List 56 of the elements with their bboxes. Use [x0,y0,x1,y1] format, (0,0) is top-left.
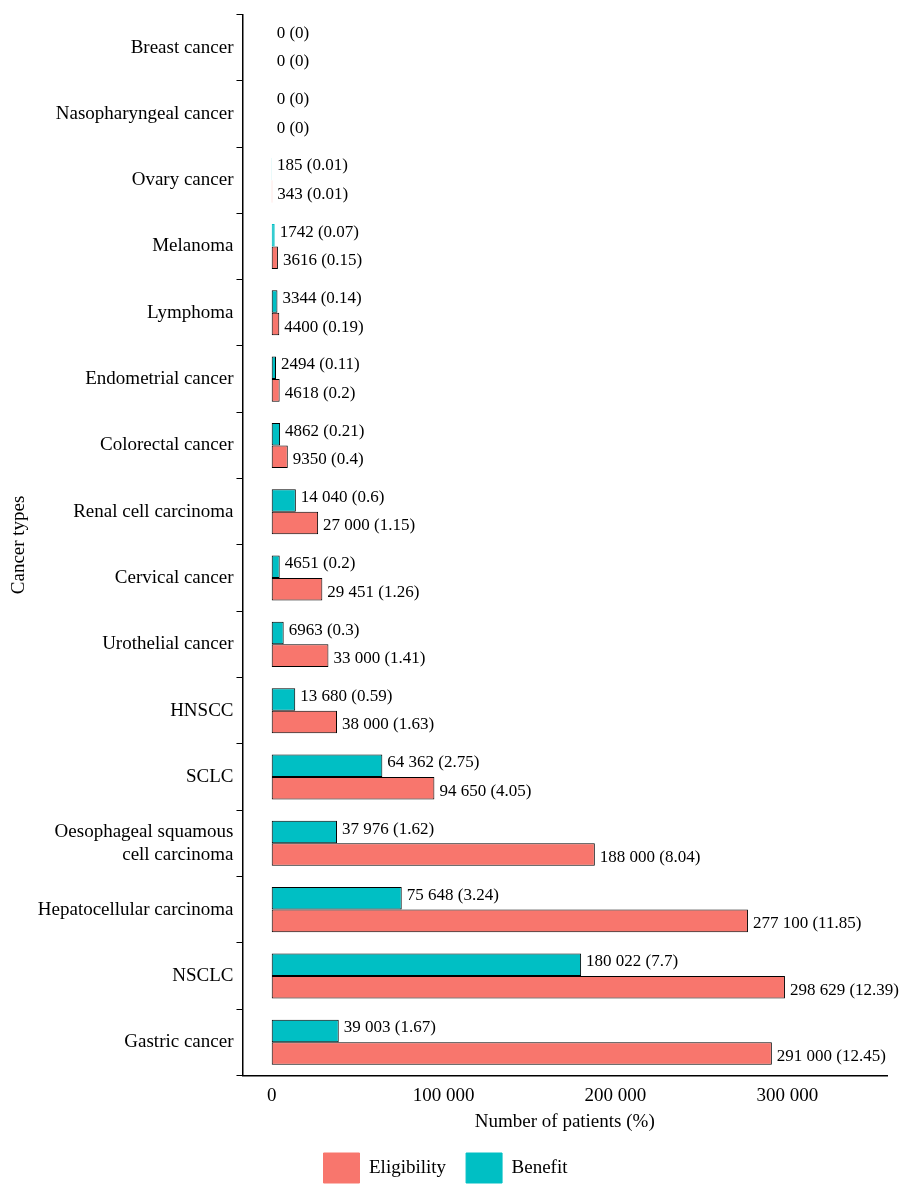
data-label: 2494 (0.11) [281,354,360,374]
data-label: 1742 (0.07) [279,221,360,241]
data-label: 33 000 (1.41) [333,648,426,668]
data-label: 0 (0) [276,22,310,42]
x-tick-label: 200 000 [584,1083,647,1105]
data-label: 291 000 (12.45) [776,1045,886,1065]
legend-label: Eligibility [369,1155,447,1177]
data-label: 4651 (0.2) [284,553,356,573]
data-label: 0 (0) [276,89,310,109]
x-axis-title: Number of patients (%) [474,1109,655,1132]
y-tick-label: Urothelial cancer [102,632,235,654]
data-label: 298 629 (12.39) [789,979,900,999]
data-label: 4862 (0.21) [285,420,365,440]
y-tick-label: Gastric cancer [124,1030,235,1052]
data-label: 29 451 (1.26) [327,581,420,601]
data-label: 4618 (0.2) [284,382,356,402]
y-tick-label: NSCLC [172,963,234,985]
y-tick-label: Cervical cancer [114,566,235,588]
y-tick-label: HNSCC [170,698,234,720]
data-label: 3616 (0.15) [282,250,363,270]
data-label: 13 680 (0.59) [300,685,393,705]
data-label: 75 648 (3.24) [406,884,499,904]
y-tick-label: Breast cancer [130,35,235,57]
data-label: 4400 (0.19) [284,316,364,336]
data-label: 180 022 (7.7) [586,951,679,971]
data-label: 343 (0.01) [277,183,349,203]
data-label: 277 100 (11.85) [752,913,862,933]
data-label: 3344 (0.14) [282,288,362,307]
y-tick-label: Nasopharyngeal cancer [55,101,235,123]
data-label: 0 (0) [276,117,310,137]
y-tick-label: Lymphoma [146,300,235,322]
x-tick-label: 0 [266,1083,277,1105]
data-label: 188 000 (8.04) [599,847,701,867]
data-label: 6963 (0.3) [288,619,360,639]
y-tick-label: Renal cell carcinoma [73,499,235,521]
data-label: 39 003 (1.67) [343,1017,436,1037]
y-tick-label: Oesophageal squamous cell carcinoma [54,819,235,864]
data-label: 0 (0) [276,51,310,71]
y-tick-label: Endometrial cancer [85,367,235,389]
data-label: 14 040 (0.6) [300,486,385,506]
x-tick-label: 300 000 [756,1083,819,1105]
x-tick-label: 100 000 [412,1083,475,1105]
data-label: 27 000 (1.15) [323,515,416,535]
y-tick-label: Melanoma [152,234,235,256]
data-label: 9350 (0.4) [292,449,364,469]
y-tick-label: Hepatocellular carcinoma [37,897,235,919]
data-label: 38 000 (1.63) [342,714,435,734]
y-tick-label: Colorectal cancer [100,433,235,455]
legend-label: Benefit [511,1155,569,1177]
y-tick-label: Ovary cancer [131,168,235,190]
data-label: 37 976 (1.62) [341,818,435,838]
data-label: 64 362 (2.75) [387,752,480,772]
y-tick-label: SCLC [185,764,234,786]
data-label: 185 (0.01) [277,155,348,175]
y-axis-title: Cancer types [7,495,29,595]
data-label: 94 650 (4.05) [439,780,532,800]
